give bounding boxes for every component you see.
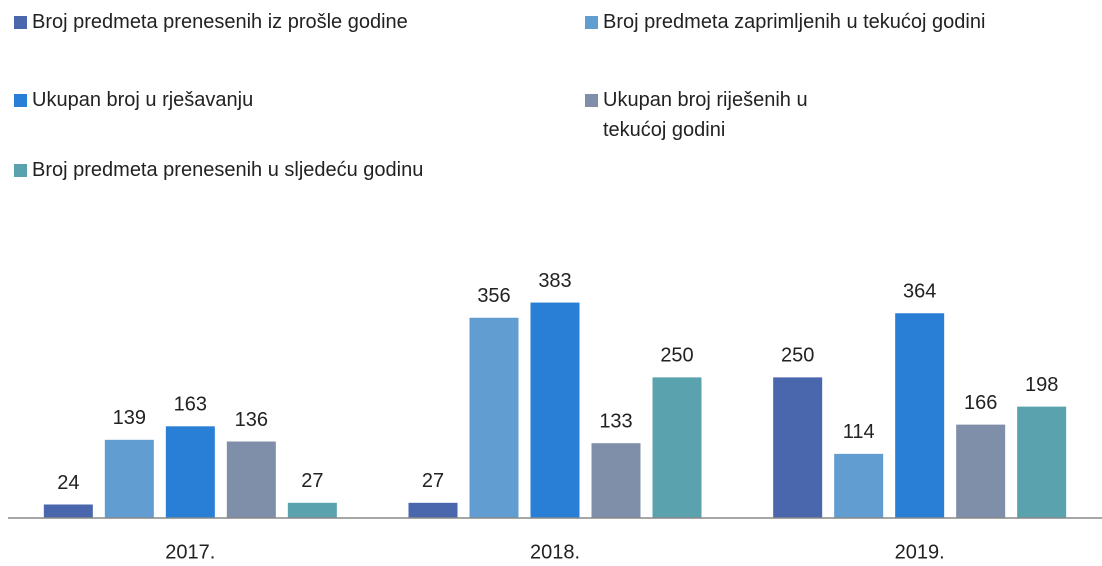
- bar: [165, 426, 215, 518]
- data-label: 250: [781, 345, 814, 367]
- legend-label: Ukupan broj u rješavanju: [32, 89, 254, 111]
- legend-swatch: [14, 16, 27, 29]
- bar: [956, 424, 1006, 518]
- x-tick-label: 2018.: [530, 541, 580, 563]
- legend-item: Broj predmeta zaprimljenih u tekućoj god…: [585, 7, 985, 37]
- legend-item: Broj predmeta prenesenih iz prošle godin…: [14, 7, 408, 37]
- legend-label: Broj predmeta zaprimljenih u tekućoj god…: [603, 11, 986, 33]
- data-label: 166: [964, 392, 997, 414]
- legend-swatch: [14, 164, 27, 177]
- legend-item: Ukupan broj riješenih u tekućoj godini: [585, 85, 853, 145]
- bar: [104, 439, 154, 518]
- data-label: 250: [660, 345, 693, 367]
- bar: [773, 377, 823, 518]
- data-label: 364: [903, 281, 936, 303]
- data-label: 139: [113, 407, 146, 429]
- bar: [469, 317, 519, 518]
- legend-swatch: [585, 16, 598, 29]
- data-label: 198: [1025, 374, 1058, 396]
- data-label: 163: [174, 394, 207, 416]
- bar: [43, 504, 93, 518]
- data-label: 114: [843, 421, 875, 443]
- legend-swatch: [14, 94, 27, 107]
- bar: [226, 441, 276, 518]
- data-label: 383: [538, 270, 571, 292]
- data-label: 24: [57, 472, 79, 494]
- legend-label: Ukupan broj riješenih u tekućoj godini: [603, 89, 808, 141]
- data-label: 356: [477, 285, 510, 307]
- legend-item: Ukupan broj u rješavanju: [14, 85, 253, 115]
- bar: [591, 443, 641, 518]
- x-tick-label: 2019.: [895, 541, 945, 563]
- bar: [408, 502, 458, 518]
- data-label: 27: [422, 470, 444, 492]
- data-label: 27: [301, 470, 323, 492]
- legend-label: Broj predmeta prenesenih iz prošle godin…: [32, 11, 408, 33]
- legend-swatch: [585, 94, 598, 107]
- legend-item: Broj predmeta prenesenih u sljedeću godi…: [14, 155, 423, 185]
- legend-label: Broj predmeta prenesenih u sljedeću godi…: [32, 159, 424, 181]
- data-label: 133: [599, 410, 632, 432]
- x-tick-label: 2017.: [165, 541, 215, 563]
- bar: [834, 453, 884, 518]
- bar: [1017, 406, 1067, 518]
- bar: [530, 302, 580, 518]
- data-label: 136: [235, 409, 268, 431]
- bar: [652, 377, 702, 518]
- bar: [287, 502, 337, 518]
- bar: [895, 313, 945, 518]
